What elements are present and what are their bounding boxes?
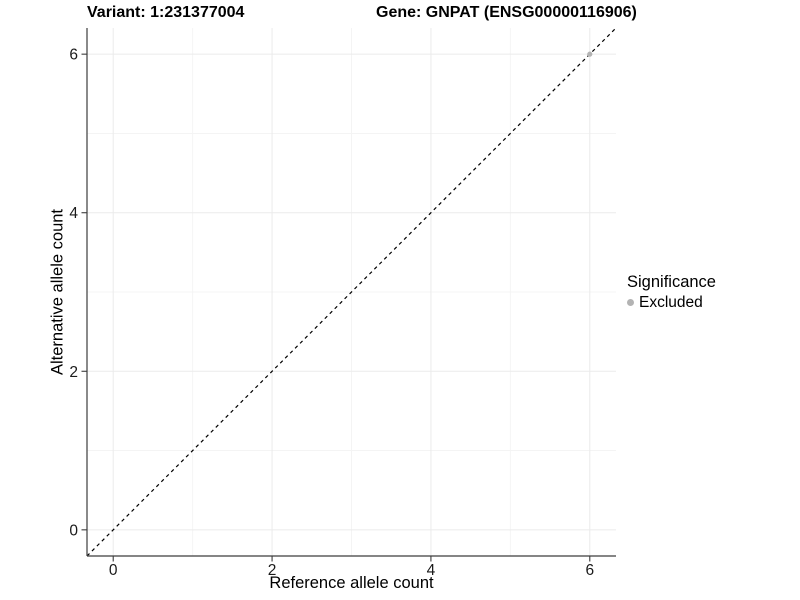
plot-title-variant: Variant: 1:231377004 [87, 4, 245, 21]
x-tick-label: 0 [109, 562, 118, 579]
x-tick-label: 6 [585, 562, 594, 579]
y-tick-label: 2 [69, 364, 78, 381]
y-tick-label: 4 [69, 205, 78, 222]
plot-title-gene: Gene: GNPAT (ENSG00000116906) [376, 4, 637, 21]
legend-item-label: Excluded [639, 294, 703, 311]
legend: Significance Excluded [627, 271, 716, 312]
x-tick-label: 4 [427, 562, 436, 579]
data-point [587, 51, 593, 57]
y-tick-label: 6 [69, 47, 78, 64]
y-axis-title: Alternative allele count [48, 208, 67, 376]
x-tick-label: 2 [268, 562, 277, 579]
identity-reference-line [86, 27, 617, 557]
legend-item-excluded: Excluded [627, 293, 716, 312]
y-tick-label: 0 [69, 522, 78, 539]
legend-key-dot-icon [627, 299, 634, 306]
legend-title: Significance [627, 273, 716, 291]
x-axis-title: Reference allele count [269, 574, 434, 592]
